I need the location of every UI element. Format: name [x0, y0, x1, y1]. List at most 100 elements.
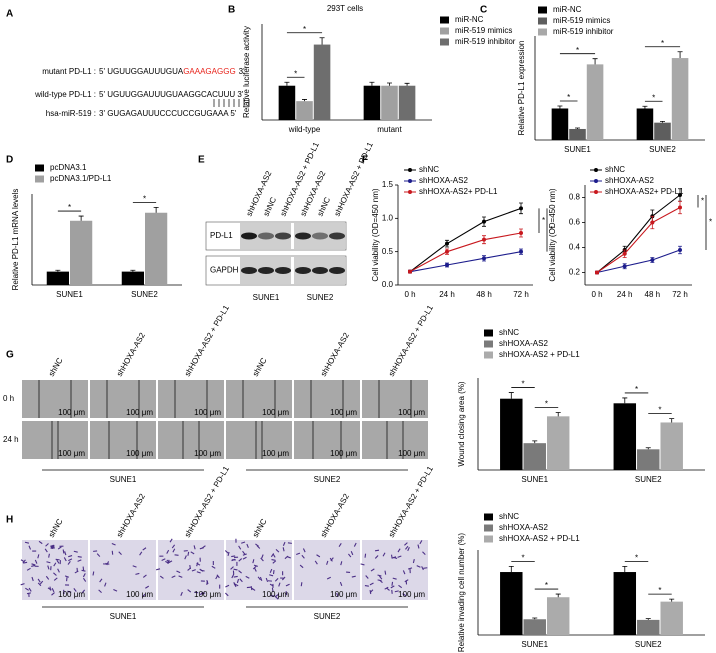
cell	[44, 548, 48, 553]
cell	[254, 567, 257, 572]
significance-label: *	[294, 69, 297, 78]
cell	[161, 558, 166, 561]
cell	[326, 576, 331, 580]
point	[445, 241, 449, 246]
cell	[351, 575, 356, 578]
cell	[34, 559, 38, 564]
cell	[407, 547, 410, 552]
significance-label: *	[521, 380, 524, 389]
cell	[73, 550, 78, 553]
cell	[302, 548, 306, 553]
bar	[613, 572, 637, 635]
cell	[178, 575, 183, 578]
legend-swatch	[35, 164, 44, 172]
cell	[255, 543, 259, 547]
cell	[233, 583, 237, 588]
bar	[546, 416, 570, 470]
cell	[67, 561, 71, 565]
error-bar	[669, 418, 675, 423]
condition-label: shHOXA-AS2	[115, 331, 148, 378]
legend-label: miR-NC	[455, 15, 484, 24]
cell	[38, 540, 43, 545]
point	[482, 219, 486, 224]
legend-swatch	[538, 28, 547, 36]
cell	[386, 587, 390, 591]
cell	[64, 551, 67, 556]
cell	[329, 557, 333, 562]
point	[519, 249, 523, 254]
legend-swatch	[484, 351, 493, 359]
cell	[391, 581, 394, 586]
cell	[168, 560, 173, 564]
cell	[374, 555, 379, 559]
series-line	[409, 251, 522, 273]
cell	[236, 578, 240, 584]
cell	[135, 572, 140, 575]
cell	[92, 571, 95, 576]
error-bar	[319, 37, 325, 45]
bar	[636, 108, 654, 140]
lane-label: shHOXA-AS2 + PD-L1	[333, 140, 375, 217]
bar	[523, 619, 546, 635]
y-tick-label: 0.4	[569, 243, 581, 252]
y-axis-label: Relative PD-L1 expression	[517, 41, 526, 136]
cell	[421, 566, 424, 571]
cell	[274, 594, 279, 598]
scale-bar-label: 100 μm	[58, 408, 85, 417]
cell	[404, 579, 409, 583]
bar	[551, 108, 569, 140]
legend-marker	[408, 168, 412, 172]
cell	[382, 552, 386, 557]
scale-bar-label: 100 μm	[58, 449, 85, 458]
series-line	[409, 207, 522, 273]
legend-label: shNC	[499, 328, 519, 337]
condition-label: shNC	[47, 356, 65, 378]
cell	[81, 589, 86, 594]
cell	[20, 583, 25, 586]
y-tick-label: 0.5	[382, 247, 394, 256]
error-bar	[669, 598, 675, 602]
error-bar	[532, 617, 538, 620]
x-tick-label: 24 h	[617, 290, 633, 299]
error-bar	[642, 105, 648, 109]
condition-label: shHOXA-AS2 + PD-L1	[387, 303, 435, 378]
cell	[360, 563, 365, 566]
micrograph	[294, 380, 360, 418]
protein-label: GAPDH	[210, 266, 239, 275]
cell	[201, 545, 206, 549]
bar	[70, 220, 93, 285]
error-bar	[660, 121, 665, 123]
cell	[47, 565, 50, 570]
x-tick-label: 48 h	[645, 290, 661, 299]
legend-swatch	[440, 16, 449, 24]
cell	[338, 543, 342, 547]
error-bar	[508, 565, 514, 573]
error-bar	[153, 206, 159, 213]
bar	[313, 44, 331, 121]
scale-bar-label: 100 μm	[194, 449, 221, 458]
cell	[259, 576, 263, 582]
lane-label: shNC	[262, 196, 279, 218]
condition-label: shHOXA-AS2 + PD-L1	[387, 464, 435, 539]
legend-label: shHOXA-AS2 + PD-L1	[499, 534, 580, 543]
legend-swatch	[484, 329, 493, 337]
cell	[271, 559, 276, 561]
bar	[145, 212, 168, 285]
legend-marker	[408, 190, 412, 194]
cell	[145, 585, 150, 589]
legend-label: pcDNA3.1/PD-L1	[50, 174, 112, 183]
cell	[45, 575, 50, 580]
significance-label: *	[303, 25, 306, 34]
cell	[416, 565, 421, 568]
error-bar	[404, 82, 410, 86]
significance-label: *	[635, 553, 638, 562]
cell	[180, 591, 183, 596]
cell	[166, 559, 171, 563]
scale-bar-label: 100 μm	[330, 408, 357, 417]
micrograph	[158, 540, 224, 600]
legend-swatch	[440, 38, 449, 46]
cell	[53, 577, 58, 581]
sequence-part: 3'	[239, 67, 245, 76]
cell	[64, 575, 70, 578]
cell	[57, 546, 62, 550]
